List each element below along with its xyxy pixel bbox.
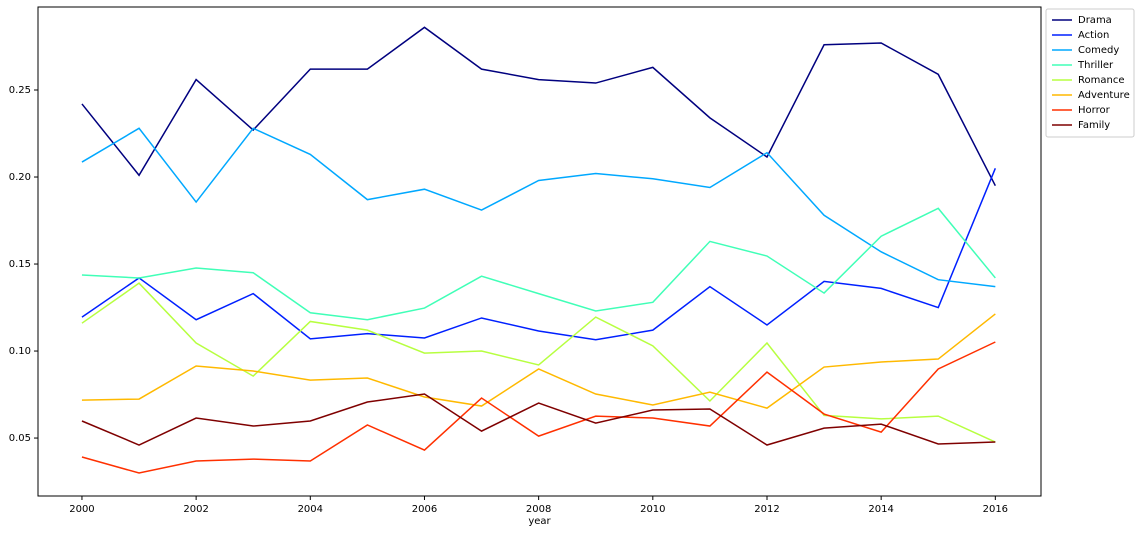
x-tick-label: 2008 xyxy=(526,504,551,515)
series-line xyxy=(81,168,997,341)
legend-label: Drama xyxy=(1078,15,1112,26)
x-axis-label: year xyxy=(528,516,551,527)
series-line xyxy=(81,127,996,288)
series-line xyxy=(81,282,996,443)
x-tick-label: 2012 xyxy=(754,504,779,515)
series-line xyxy=(81,313,996,409)
y-tick-label: 0.10 xyxy=(9,346,31,357)
x-tick-label: 2014 xyxy=(868,504,893,515)
legend-label: Adventure xyxy=(1078,90,1130,101)
x-tick-label: 2010 xyxy=(640,504,665,515)
plot-frame xyxy=(37,6,1042,497)
y-tick-label: 0.05 xyxy=(9,433,31,444)
x-tick-label: 2006 xyxy=(412,504,437,515)
legend-label: Comedy xyxy=(1078,45,1119,56)
x-tick-label: 2000 xyxy=(69,504,94,515)
legend-label: Action xyxy=(1078,30,1109,41)
legend-box xyxy=(1045,8,1135,138)
y-tick-label: 0.25 xyxy=(9,85,31,96)
legend-label: Romance xyxy=(1078,75,1124,86)
x-tick-label: 2002 xyxy=(183,504,208,515)
x-tick-label: 2016 xyxy=(983,504,1008,515)
y-tick-label: 0.20 xyxy=(9,172,31,183)
series-line xyxy=(81,341,996,474)
legend-label: Thriller xyxy=(1077,60,1114,71)
x-tick-label: 2004 xyxy=(298,504,323,515)
legend-label: Family xyxy=(1078,120,1110,131)
y-tick-label: 0.15 xyxy=(9,259,31,270)
series-line xyxy=(81,393,996,446)
series-line xyxy=(81,26,996,187)
series-line xyxy=(81,207,996,321)
legend-label: Horror xyxy=(1078,105,1111,116)
